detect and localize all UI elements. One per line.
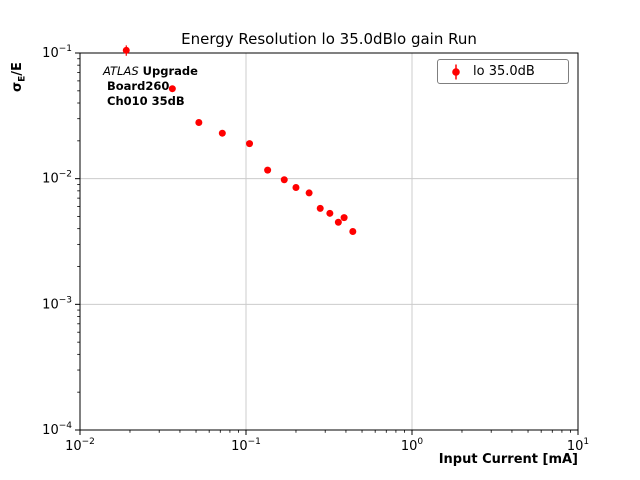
data-point (349, 227, 357, 235)
y-tick-label: 10−1 (42, 44, 72, 61)
legend-label: lo 35.0dB (473, 64, 535, 79)
data-point (326, 209, 334, 217)
ylabel-subscript: E (17, 75, 28, 82)
x-axis-label: Input Current [mA] (438, 452, 578, 467)
legend: lo 35.0dB (437, 59, 569, 84)
axis-ticks (75, 52, 579, 435)
data-point (280, 176, 288, 184)
annotation-upgrade: Upgrade (138, 64, 198, 78)
data-point (122, 46, 130, 54)
annotation-atlas: ATLAS Upgrade Board260 Ch010 35dB (103, 64, 198, 109)
ylabel-sigma: σ (10, 81, 25, 92)
data-point (305, 189, 313, 197)
x-tick-label: 100 (401, 437, 424, 454)
data-point (168, 85, 176, 93)
data-point (195, 118, 203, 126)
axes-spines (79, 52, 579, 431)
annotation-line-3: Ch010 35dB (107, 94, 185, 108)
y-tick-label: 10−3 (42, 295, 72, 312)
annotation-line-2: Board260 (107, 79, 170, 93)
x-tick-label: 10−1 (231, 437, 261, 454)
ylabel-rest: /E (10, 62, 25, 76)
y-tick-label: 10−4 (42, 421, 72, 438)
chart-title: Energy Resolution lo 35.0dBlo gain Run (181, 30, 477, 48)
y-tick-label: 10−2 (42, 170, 72, 187)
data-point (292, 184, 300, 192)
data-series (122, 45, 357, 235)
annotation-atlas-italic: ATLAS (103, 64, 139, 78)
data-point (218, 129, 226, 137)
data-point (264, 166, 272, 174)
data-point (334, 218, 342, 226)
data-point (246, 140, 254, 148)
x-tick-label: 10−2 (65, 437, 95, 454)
y-axis-label: σE/E (10, 62, 28, 92)
annotation-line-1: ATLAS Upgrade (103, 64, 198, 79)
legend-marker-icon (452, 64, 460, 79)
axes-frame (79, 52, 579, 431)
grid-lines (79, 52, 579, 431)
data-point (340, 214, 348, 222)
data-point (316, 204, 324, 212)
